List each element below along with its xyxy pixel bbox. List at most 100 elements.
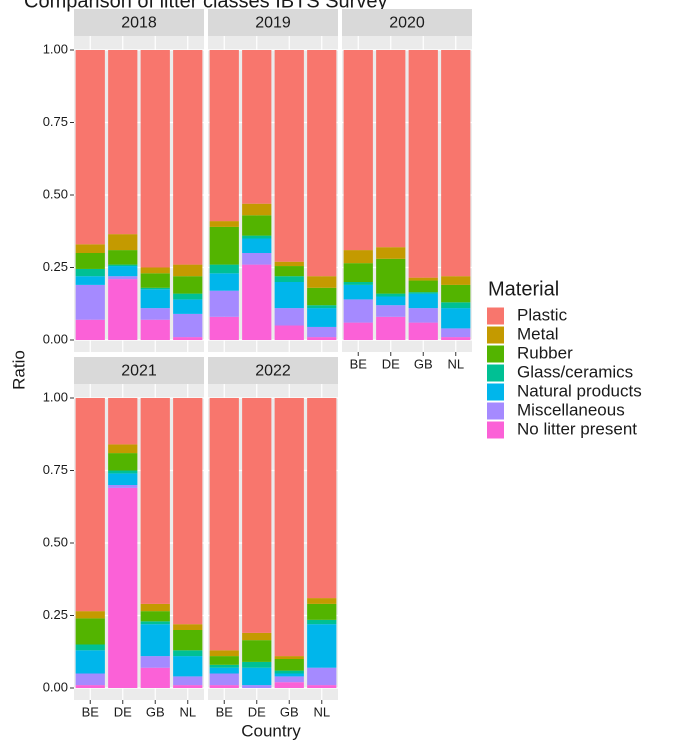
y-tick-label: 0.00	[43, 679, 68, 694]
bar-segment	[75, 244, 105, 253]
bar-segment	[75, 268, 105, 277]
bar-segment	[441, 50, 471, 277]
y-tick-label: 0.25	[43, 259, 68, 274]
y-tick-label: 1.00	[43, 41, 68, 56]
bar-segment	[140, 603, 170, 612]
bar-segment	[108, 276, 138, 280]
bar-segment	[274, 325, 304, 340]
bar-segment	[108, 453, 138, 471]
bar-segment	[173, 313, 203, 338]
facet-label: 2019	[255, 15, 291, 32]
bar-segment	[307, 619, 337, 625]
bar-segment	[140, 398, 170, 604]
bar-segment	[274, 261, 304, 267]
bar-segment	[274, 282, 304, 309]
x-tick-label: DE	[248, 704, 266, 719]
legend-key	[487, 383, 504, 401]
bar-segment	[209, 226, 239, 265]
bar-segment	[242, 253, 272, 265]
bar-segment	[108, 234, 138, 251]
bar-segment	[343, 250, 373, 264]
x-tick-label: BE	[216, 704, 234, 719]
strip	[74, 9, 204, 36]
bar-segment	[408, 292, 438, 294]
bar-segment	[307, 685, 337, 688]
strip	[208, 357, 338, 384]
bar-segment	[441, 302, 471, 309]
x-axis-label: Country	[241, 721, 301, 740]
bar-segment	[75, 611, 105, 619]
bar-segment	[173, 50, 203, 265]
bar-segment	[307, 398, 337, 599]
bar-segment	[140, 656, 170, 668]
bar-segment	[274, 266, 304, 277]
bar-segment	[408, 322, 438, 340]
bar-segment	[140, 289, 170, 309]
bar-segment	[343, 322, 373, 340]
bar-segment	[441, 308, 471, 329]
bar-segment	[173, 656, 203, 677]
bar-segment	[75, 253, 105, 269]
bar-segment	[173, 685, 203, 688]
bar-segment	[274, 276, 304, 282]
bar-segment	[75, 673, 105, 686]
bar-segment	[209, 664, 239, 668]
bar-segment	[376, 305, 406, 317]
bar-segment	[274, 50, 304, 262]
legend-label: Rubber	[517, 343, 573, 362]
bar-segment	[242, 264, 272, 340]
bar-segment	[140, 624, 170, 657]
facet-label: 2018	[121, 15, 157, 32]
x-tick-label: DE	[382, 356, 400, 371]
y-tick-label: 0.25	[43, 607, 68, 622]
legend-label: Plastic	[517, 305, 568, 324]
bar-segment	[408, 277, 438, 281]
x-tick-label: NL	[179, 704, 196, 719]
bar-segment	[209, 656, 239, 665]
bar-segment	[343, 284, 373, 300]
bar-segment	[209, 264, 239, 274]
bar-segment	[108, 398, 138, 445]
bar-segment	[408, 293, 438, 309]
bar-segment	[376, 293, 406, 297]
bar-segment	[209, 221, 239, 227]
bar-segment	[376, 258, 406, 294]
bar-segment	[108, 50, 138, 235]
bar-segment	[209, 673, 239, 686]
bar-segment	[108, 250, 138, 265]
bar-segment	[209, 398, 239, 651]
bar-segment	[307, 50, 337, 277]
bar-segment	[242, 50, 272, 204]
bar-segment	[75, 650, 105, 674]
facet-label: 2021	[121, 363, 157, 380]
strip	[342, 9, 472, 36]
bar-segment	[209, 667, 239, 674]
bar-segment	[209, 273, 239, 291]
bar-segment	[274, 682, 304, 688]
bar-segment	[242, 235, 272, 239]
bar-segment	[75, 319, 105, 340]
bar-segment	[140, 273, 170, 288]
bar-segment	[242, 667, 272, 686]
bar-segment	[209, 50, 239, 222]
bar-segment	[307, 667, 337, 686]
bar-segment	[307, 603, 337, 620]
legend-label: Natural products	[517, 381, 642, 400]
bar-segment	[108, 266, 138, 277]
legend-label: Glass/ceramics	[517, 362, 633, 381]
bar-segment	[140, 308, 170, 320]
bar-segment	[274, 398, 304, 657]
bar-segment	[75, 685, 105, 688]
bar-segment	[75, 50, 105, 245]
bar-segment	[140, 611, 170, 622]
bar-segment	[441, 276, 471, 285]
bar-segment	[274, 670, 304, 674]
bar-segment	[343, 50, 373, 251]
y-tick-label: 0.75	[43, 114, 68, 129]
bar-segment	[274, 659, 304, 671]
legend-label: No litter present	[517, 419, 637, 438]
bar-segment	[343, 299, 373, 323]
bar-segment	[75, 618, 105, 645]
bar-segment	[75, 276, 105, 285]
bar-segment	[408, 280, 438, 293]
